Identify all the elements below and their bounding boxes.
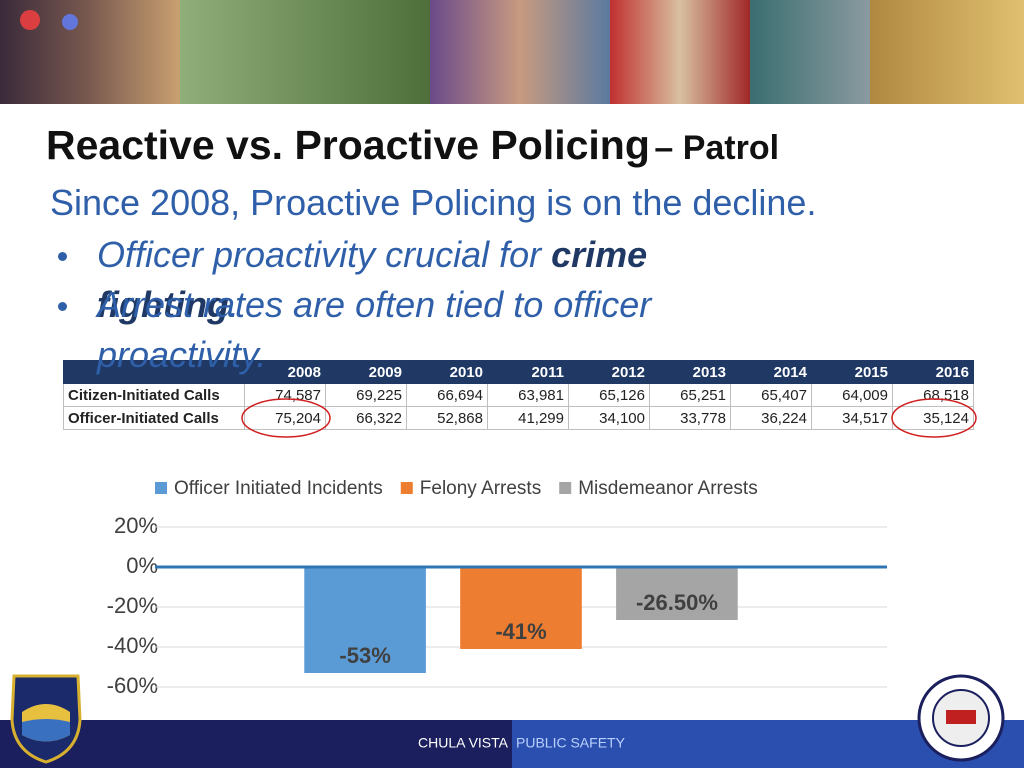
- table-row: Citizen-Initiated Calls 74,587 69,225 66,69…: [63, 383, 974, 407]
- fire-badge: [917, 674, 1005, 762]
- column-header: 2014: [730, 360, 812, 384]
- cell: 69,225: [325, 383, 407, 407]
- cell: 52,868: [406, 406, 488, 430]
- cell: 74,587: [244, 383, 326, 407]
- title-suffix: – Patrol: [654, 129, 780, 167]
- bullet-text: .: [228, 284, 239, 325]
- row-label: Citizen-Initiated Calls: [63, 383, 245, 407]
- cell: 66,694: [406, 383, 488, 407]
- cell: 65,407: [730, 383, 812, 407]
- y-tick-label: 0%: [126, 553, 158, 578]
- legend-label: Felony Arrests: [420, 478, 541, 499]
- data-label: -26.50%: [636, 590, 718, 615]
- column-header: 2008: [244, 360, 326, 384]
- legend-label: Officer Initiated Incidents: [174, 478, 383, 499]
- bar: [616, 567, 738, 620]
- legend-swatch: [400, 482, 413, 494]
- y-tick-label: -40%: [107, 633, 158, 658]
- bullet-text: Officer proactivity crucial for: [97, 234, 552, 275]
- cell: 68,518: [892, 383, 974, 407]
- cell: 33,778: [649, 406, 731, 430]
- bar: [460, 567, 582, 649]
- photo-banner: [0, 0, 1024, 104]
- cell: 34,100: [568, 406, 650, 430]
- subtitle: Since 2008, Proactive Policing is on the…: [50, 182, 817, 223]
- y-tick-label: -20%: [107, 593, 158, 618]
- cell: 64,009: [811, 383, 893, 407]
- y-tick-label: -60%: [107, 673, 158, 698]
- column-header: 2010: [406, 360, 488, 384]
- table-row: Officer-Initiated Calls 75,204 66,322 52,86…: [63, 406, 974, 430]
- chart: 20% 0% -20% -40% -60% Officer Initiated Incid…: [107, 478, 887, 698]
- cell: 66,322: [325, 406, 407, 430]
- bullet: Officer proactivity crucial for crime fi…: [97, 230, 797, 330]
- legend-label: Misdemeanor Arrests: [578, 478, 758, 499]
- footer-bar: CHULA VISTA PUBLIC SAFETY: [0, 720, 1024, 768]
- cell: 41,299: [487, 406, 569, 430]
- police-badge: [10, 674, 82, 764]
- legend-swatch: [155, 482, 167, 494]
- bullet-text: Arrest rates are often tied to officer p…: [97, 284, 652, 375]
- bar: [304, 567, 426, 673]
- bullet-dot: [58, 252, 67, 261]
- bullet: Arrest rates are often tied to officer p…: [97, 280, 797, 380]
- column-header: 2013: [649, 360, 731, 384]
- row-label: Officer-Initiated Calls: [63, 406, 245, 430]
- title: Reactive vs. Proactive Policing – Patrol: [46, 122, 779, 169]
- cell: 65,251: [649, 383, 731, 407]
- column-header: 2015: [811, 360, 893, 384]
- cell: 63,981: [487, 383, 569, 407]
- column-header: 2016: [892, 360, 974, 384]
- y-tick-label: 20%: [114, 513, 158, 538]
- cell: 36,224: [730, 406, 812, 430]
- cell: 34,517: [811, 406, 893, 430]
- bullet-text: crime fighting: [97, 234, 648, 325]
- data-label: -41%: [495, 619, 546, 644]
- legend-swatch: [559, 482, 572, 494]
- cell: 65,126: [568, 383, 650, 407]
- footer-right: PUBLIC SAFETY: [516, 735, 626, 751]
- cell: 35,124: [892, 406, 974, 430]
- bullet-dot: [58, 302, 67, 311]
- cell: 75,204: [244, 406, 326, 430]
- footer-left: CHULA VISTA: [418, 735, 509, 751]
- column-header: 2009: [325, 360, 407, 384]
- title-main: Reactive vs. Proactive Policing: [46, 122, 650, 168]
- data-label: -53%: [339, 643, 390, 668]
